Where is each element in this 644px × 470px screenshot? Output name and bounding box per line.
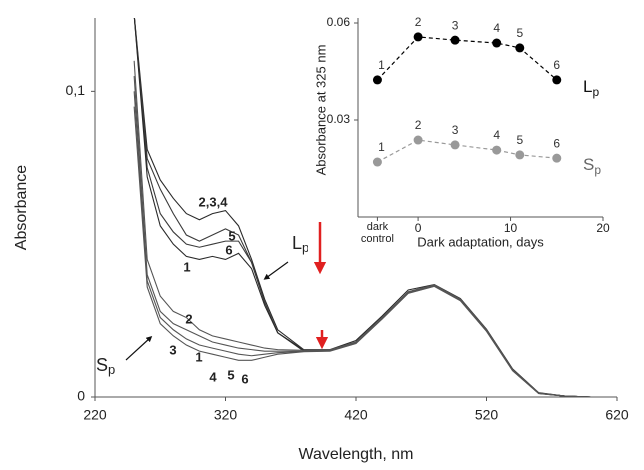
curve-label: 1 [195,349,202,364]
data-point [413,135,423,145]
series-label: Sp [583,156,601,178]
data-point [552,75,562,85]
x-tick-label-box: dark control [360,221,394,245]
group-label-main: L [292,233,302,253]
curve-label: 6 [241,371,248,386]
group-label-main: S [96,355,108,375]
data-point [515,43,525,53]
series-label-main: L [583,77,592,96]
curve-label: 2 [185,311,192,326]
x-tick-label: 420 [344,407,368,423]
x-tick-label: 320 [214,407,238,423]
point-label: 3 [452,18,459,32]
x-axis-title: Dark adaptation, days [417,234,544,249]
y-tick-label: 0,1 [66,82,86,98]
group-label: Lp [292,233,309,256]
point-label: 6 [553,136,560,150]
x-axis-title: Wavelength, nm [298,446,413,463]
series-label-main: S [583,156,594,175]
data-point [372,75,382,85]
data-point [492,38,502,48]
curve-label: 4 [209,369,217,384]
curve-label: 2,3,4 [199,194,229,209]
x-tick-label: 10 [504,221,518,235]
point-label: 3 [452,123,459,137]
data-point [515,150,525,160]
inset-plot: dark control 0 10 20 0.03 0.06 Dark adaptation… [313,15,610,249]
spectrum-line [377,139,557,163]
point-label: 2 [415,118,422,132]
x-tick-label: 520 [475,407,499,423]
point-label: 4 [493,128,500,142]
point-label: 6 [553,58,560,72]
data-point [372,157,382,167]
curve-label: 5 [227,367,234,382]
x-tick-label: 20 [596,221,610,235]
y-tick-label: 0.03 [327,112,351,126]
x-tick-label: 620 [605,407,629,423]
spectrum-line [133,106,617,397]
pointer-arrow [125,335,153,361]
group-label-sub: p [302,240,309,255]
y-tick-label: 0 [77,388,85,404]
spectrum-line [376,36,558,81]
y-axis-title: Absorbance at 325 nm [313,45,328,176]
data-point [492,145,502,155]
data-point [552,153,562,163]
data-point [450,35,460,45]
data-point [450,140,460,150]
group-label-sub: p [108,362,115,377]
point-label: 2 [415,15,422,29]
point-label: 5 [516,26,523,40]
series-group [133,18,617,397]
group-label: Sp [96,355,115,378]
curve-label: 3 [169,342,176,357]
inset-background [308,8,638,258]
y-tick-label: 0.06 [327,15,351,29]
curve-label: 5 [228,228,235,243]
series-label-sub: p [592,85,599,99]
x-tick-label: dark control [360,221,394,245]
series-label: Lp [583,77,599,99]
pointer-arrow [263,261,289,280]
x-tick-label: 220 [83,407,107,423]
point-label: 5 [516,133,523,147]
curve-label: 6 [225,242,232,257]
series-label-sub: p [594,163,601,177]
point-label: 1 [378,140,385,154]
y-axis-title: Absorbance [13,165,30,250]
data-point [413,32,423,42]
point-label: 4 [493,21,500,35]
x-tick-label: 0 [415,221,422,235]
curve-label: 1 [183,259,190,274]
point-label: 1 [378,58,385,72]
